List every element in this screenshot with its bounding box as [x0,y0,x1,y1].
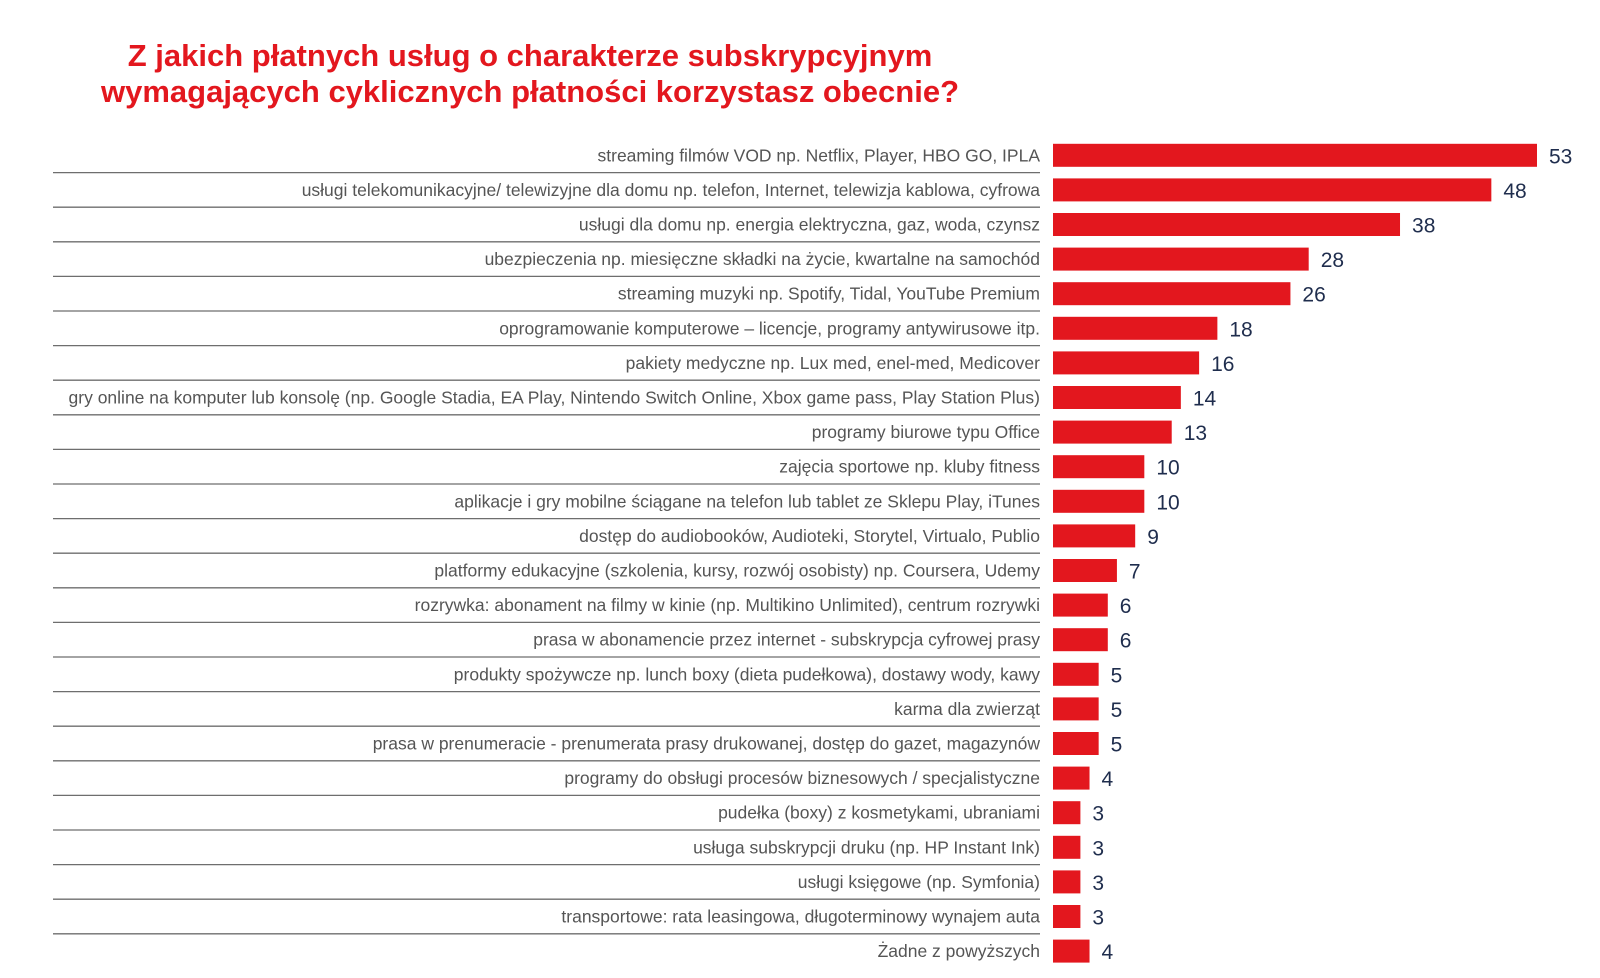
category-label: usługi dla domu np. energia elektryczna,… [579,215,1040,235]
value-label: 9 [1147,526,1159,549]
value-label: 6 [1120,595,1132,618]
value-label: 3 [1092,837,1104,860]
category-label: Żadne z powyższych [878,941,1040,961]
value-label: 18 [1229,318,1252,341]
bar [1053,351,1200,375]
bar [1053,766,1090,790]
category-label: streaming filmów VOD np. Netflix, Player… [598,145,1041,165]
bar [1053,662,1099,686]
bar [1053,697,1099,721]
category-label: rozrywka: abonament na filmy w kinie (np… [415,595,1040,615]
bar [1053,628,1108,652]
category-label: gry online na komputer lub konsolę (np. … [69,388,1040,408]
value-label: 6 [1120,630,1132,653]
bar [1053,870,1081,894]
chart-title-line-2: wymagających cyklicznych płatności korzy… [100,74,960,109]
category-label: prasa w abonamencie przez internet - sub… [533,630,1040,650]
value-label: 26 [1302,284,1325,307]
bar [1053,489,1145,513]
value-label: 16 [1211,353,1234,376]
value-label: 53 [1549,145,1572,168]
category-label: usługa subskrypcji druku (np. HP Instant… [693,837,1040,857]
bar [1053,143,1537,167]
category-label: transportowe: rata leasingowa, długoterm… [561,907,1040,927]
bar [1053,939,1090,963]
category-label: dostęp do audiobooków, Audioteki, Storyt… [579,526,1040,546]
bar [1053,213,1401,236]
value-label: 13 [1184,422,1207,445]
category-label: programy biurowe typu Office [812,422,1040,442]
category-label: platformy edukacyjne (szkolenia, kursy, … [434,561,1040,581]
category-label: programy do obsługi procesów biznesowych… [564,768,1040,788]
value-label: 4 [1102,768,1114,791]
value-label: 5 [1111,699,1123,722]
category-label: prasa w prenumeracie - prenumerata prasy… [373,734,1041,754]
bar [1053,801,1081,825]
value-label: 48 [1503,180,1526,203]
category-label: ubezpieczenia np. miesięczne składki na … [485,249,1040,269]
category-label: pakiety medyczne np. Lux med, enel-med, … [626,353,1041,373]
bar [1053,178,1492,202]
bar [1053,524,1136,548]
category-label: streaming muzyki np. Spotify, Tidal, You… [618,284,1040,304]
category-label: zajęcia sportowe np. kluby fitness [779,457,1040,477]
value-label: 38 [1412,215,1435,238]
value-label: 14 [1193,388,1217,411]
chart-title: Z jakich płatnych usług o charakterze su… [0,38,1060,110]
value-label: 7 [1129,561,1141,584]
bar [1053,247,1309,271]
bar [1053,282,1291,306]
value-label: 3 [1092,907,1104,930]
chart-title-line-1: Z jakich płatnych usług o charakterze su… [127,38,933,73]
value-label: 3 [1092,803,1104,826]
bar [1053,905,1081,928]
bar [1053,732,1099,755]
category-label: produkty spożywcze np. lunch boxy (dieta… [454,664,1040,684]
bar [1053,559,1117,582]
bar [1053,455,1145,479]
bar [1053,420,1172,444]
value-label: 28 [1321,249,1344,272]
value-label: 10 [1156,491,1179,514]
category-label: aplikacje i gry mobilne ściągane na tele… [454,491,1040,511]
bar [1053,316,1218,340]
bar [1053,593,1108,617]
bar [1053,835,1081,859]
value-label: 5 [1111,664,1123,687]
category-label: karma dla zwierząt [894,699,1040,719]
value-label: 10 [1156,457,1179,480]
category-label: usługi księgowe (np. Symfonia) [798,872,1040,892]
value-label: 4 [1102,941,1114,964]
category-label: pudełka (boxy) z kosmetykami, ubraniami [718,803,1040,823]
value-label: 3 [1092,872,1104,895]
category-label: usługi telekomunikacyjne/ telewizyjne dl… [302,180,1041,200]
category-label: oprogramowanie komputerowe – licencje, p… [499,318,1040,338]
bar [1053,386,1181,409]
value-label: 5 [1111,734,1123,757]
